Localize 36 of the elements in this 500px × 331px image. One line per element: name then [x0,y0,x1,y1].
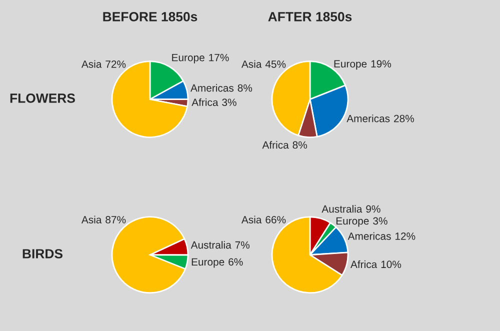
data-label: 10% [381,260,402,268]
data-label: 45% [265,60,286,68]
data-label: 3% [373,217,388,225]
slice-label: Europe [334,60,367,70]
text: BIRDS [22,249,63,258]
data-label: 9% [366,205,380,213]
slice-label: Asia [241,216,262,224]
slice-label: Americas [348,232,391,240]
slice-label: Americas [346,114,390,122]
slice-label: Asia [81,216,102,224]
slice-label: Asia [241,60,262,68]
slice-label: Australia [190,241,232,249]
slice-label: Australia [322,205,362,213]
data-label: 12% [396,232,416,240]
data-label: 6% [228,258,243,266]
data-label: 19% [371,60,392,68]
chart-title: BEFORE 1850s [103,12,198,22]
text: FLOWERS [10,94,75,103]
data-label: 72% [106,60,126,68]
data-label: 8% [292,141,308,149]
slice-label: Europe [172,54,204,64]
slice-label: Europe [336,217,369,227]
slice-label: Europe [192,258,224,268]
data-label: 8% [238,84,252,92]
chart-title: AFTER 1850s [268,12,352,22]
data-label: 7% [235,241,250,249]
data-label: 87% [106,216,126,224]
slice-label: Asia [81,60,102,68]
slice-label: Americas [190,84,234,92]
data-label: 3% [222,98,236,106]
data-label: 66% [266,216,286,224]
slice-label: Africa [350,260,378,268]
slice-label: Africa [192,98,218,106]
slice-label: Africa [262,141,289,149]
data-label: 17% [209,54,229,62]
data-label: 28% [394,114,414,122]
